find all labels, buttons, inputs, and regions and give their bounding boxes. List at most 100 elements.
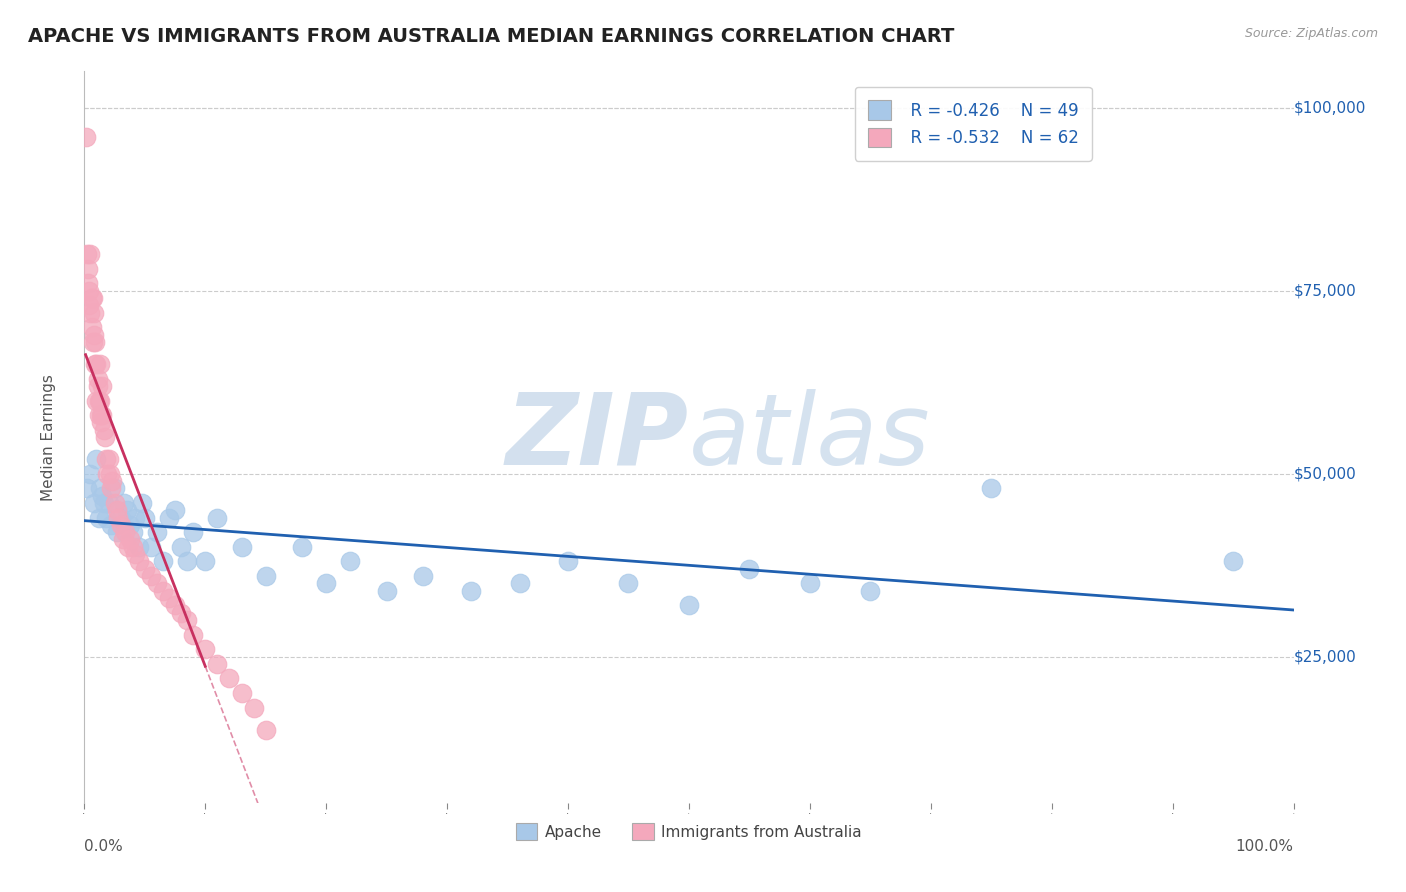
Point: [128, 554, 150, 568]
Point: [86, 379, 108, 393]
Point: [105, 525, 128, 540]
Point: [207, 657, 229, 671]
Point: [97, 452, 120, 467]
Point: [114, 525, 136, 540]
Text: ZIP: ZIP: [506, 389, 689, 485]
Point: [100, 517, 122, 532]
Point: [87, 510, 110, 524]
Point: [170, 540, 193, 554]
Point: [242, 700, 264, 714]
Point: [77, 277, 100, 291]
Point: [617, 576, 640, 591]
Text: atlas: atlas: [689, 389, 931, 485]
Point: [107, 510, 129, 524]
Point: [557, 554, 579, 568]
Point: [231, 540, 253, 554]
Point: [291, 540, 314, 554]
Point: [115, 503, 138, 517]
Point: [120, 533, 142, 547]
Point: [94, 430, 117, 444]
Point: [170, 606, 193, 620]
Point: [165, 599, 187, 613]
Point: [120, 517, 142, 532]
Point: [84, 334, 107, 349]
Point: [799, 576, 821, 591]
Point: [134, 510, 156, 524]
Point: [105, 503, 128, 517]
Point: [83, 327, 105, 342]
Point: [82, 334, 104, 349]
Point: [412, 569, 434, 583]
Point: [110, 510, 132, 524]
Point: [128, 540, 150, 554]
Point: [1222, 554, 1244, 568]
Point: [339, 554, 361, 568]
Point: [194, 642, 217, 657]
Point: [79, 247, 101, 261]
Point: [112, 533, 135, 547]
Text: $25,000: $25,000: [1294, 649, 1357, 664]
Point: [176, 554, 198, 568]
Point: [859, 583, 882, 598]
Text: 100.0%: 100.0%: [1236, 839, 1294, 855]
Point: [315, 576, 337, 591]
Point: [375, 583, 398, 598]
Point: [509, 576, 531, 591]
Point: [80, 291, 103, 305]
Point: [146, 525, 169, 540]
Point: [76, 247, 98, 261]
Point: [76, 481, 98, 495]
Point: [91, 408, 114, 422]
Point: [181, 525, 204, 540]
Point: [181, 627, 204, 641]
Point: [79, 306, 101, 320]
Point: [207, 510, 229, 524]
Point: [194, 554, 217, 568]
Point: [93, 423, 115, 437]
Point: [91, 489, 114, 503]
Point: [97, 496, 120, 510]
Point: [101, 474, 124, 488]
Point: [152, 583, 174, 598]
Point: [87, 393, 110, 408]
Point: [84, 357, 107, 371]
Point: [75, 130, 97, 145]
Point: [79, 467, 101, 481]
Point: [98, 467, 121, 481]
Point: [77, 298, 100, 312]
Point: [86, 371, 108, 385]
Point: [86, 452, 108, 467]
Point: [254, 723, 277, 737]
Point: [110, 517, 132, 532]
Point: [93, 496, 115, 510]
Legend: Apache, Immigrants from Australia: Apache, Immigrants from Australia: [509, 816, 869, 847]
Point: [89, 393, 111, 408]
Text: APACHE VS IMMIGRANTS FROM AUSTRALIA MEDIAN EARNINGS CORRELATION CHART: APACHE VS IMMIGRANTS FROM AUSTRALIA MEDI…: [28, 27, 955, 45]
Point: [152, 554, 174, 568]
Point: [254, 569, 277, 583]
Point: [678, 599, 700, 613]
Point: [83, 306, 105, 320]
Point: [139, 569, 162, 583]
Point: [96, 467, 118, 481]
Point: [157, 510, 180, 524]
Text: Source: ZipAtlas.com: Source: ZipAtlas.com: [1244, 27, 1378, 40]
Point: [94, 510, 117, 524]
Point: [117, 540, 139, 554]
Point: [218, 672, 240, 686]
Point: [738, 562, 761, 576]
Point: [112, 496, 135, 510]
Point: [124, 547, 146, 561]
Text: $75,000: $75,000: [1294, 284, 1357, 298]
Point: [91, 379, 114, 393]
Point: [90, 416, 112, 430]
Point: [121, 540, 143, 554]
Point: [121, 525, 143, 540]
Text: 0.0%: 0.0%: [84, 839, 124, 855]
Point: [157, 591, 180, 605]
Text: $100,000: $100,000: [1294, 101, 1365, 115]
Point: [460, 583, 482, 598]
Point: [82, 291, 104, 305]
Point: [165, 503, 187, 517]
Point: [176, 613, 198, 627]
